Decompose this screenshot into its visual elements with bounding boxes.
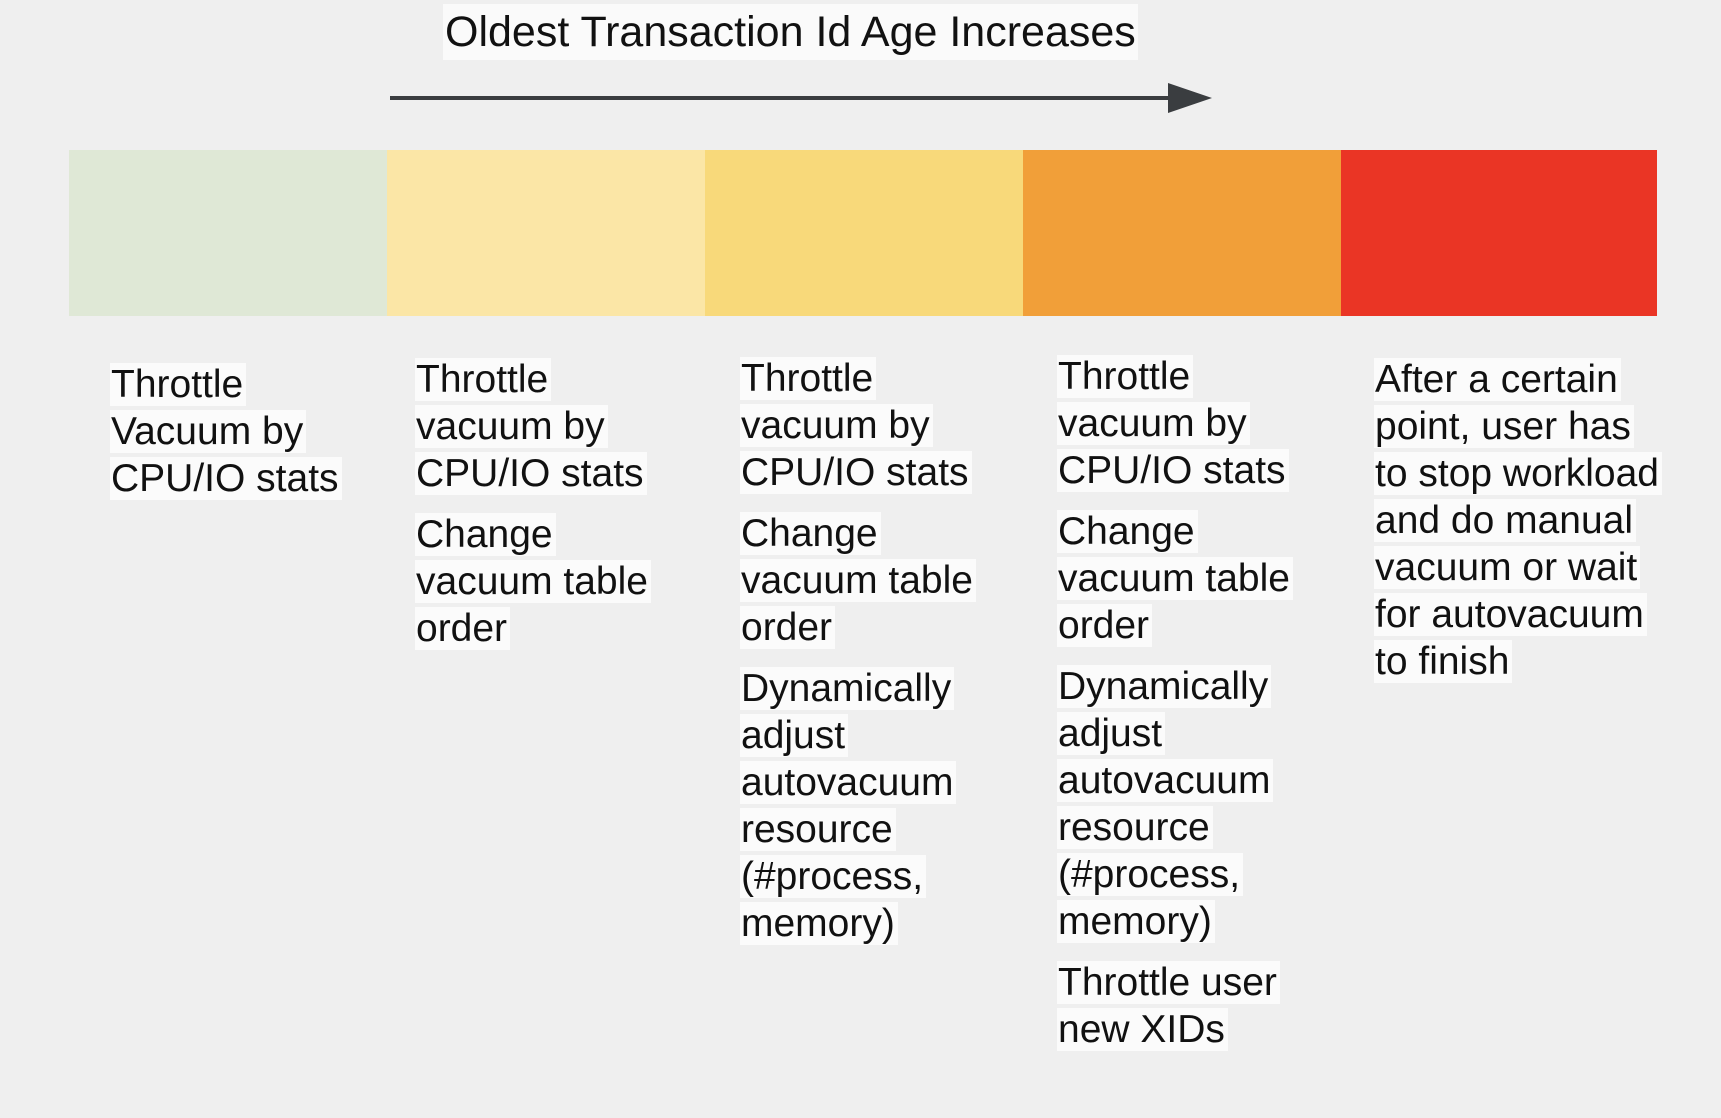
stage-column-3: Throttle vacuum by CPU/IO stats Change v…: [740, 355, 995, 961]
stage-band-5: [1341, 150, 1657, 316]
stage-column-4: Throttle vacuum by CPU/IO stats Change v…: [1057, 353, 1312, 1067]
stage-band-2: [387, 150, 705, 316]
stage-3-item-2: Change vacuum table order: [740, 510, 995, 651]
stage-band-1: [69, 150, 387, 316]
stage-4-item-2: Change vacuum table order: [1057, 508, 1312, 649]
stage-3-item-1: Throttle vacuum by CPU/IO stats: [740, 355, 995, 496]
stage-2-item-2: Change vacuum table order: [415, 511, 670, 652]
stage-4-item-4: Throttle user new XIDs: [1057, 959, 1312, 1053]
stage-band-3: [705, 150, 1023, 316]
stage-1-item-1: Throttle Vacuum by CPU/IO stats: [110, 361, 360, 502]
diagram-title: Oldest Transaction Id Age Increases: [443, 4, 1138, 60]
stage-5-item-1: After a certain point, user has to stop …: [1374, 356, 1664, 685]
stage-column-2: Throttle vacuum by CPU/IO stats Change v…: [415, 356, 670, 666]
stage-band-4: [1023, 150, 1341, 316]
stage-4-item-3: Dynamically adjust autovacuum resource (…: [1057, 663, 1312, 945]
right-arrow-icon: [390, 83, 1212, 113]
stage-4-item-1: Throttle vacuum by CPU/IO stats: [1057, 353, 1312, 494]
stage-column-1: Throttle Vacuum by CPU/IO stats: [110, 361, 360, 516]
stage-column-5: After a certain point, user has to stop …: [1374, 356, 1664, 699]
stage-2-item-1: Throttle vacuum by CPU/IO stats: [415, 356, 670, 497]
stage-3-item-3: Dynamically adjust autovacuum resource (…: [740, 665, 995, 947]
